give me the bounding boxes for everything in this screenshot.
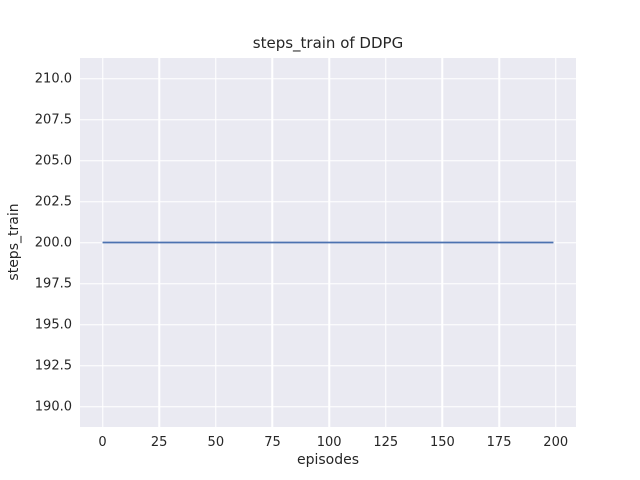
x-tick-label: 200 — [543, 435, 569, 450]
gridline-horizontal — [80, 323, 576, 326]
x-tick-label: 100 — [316, 435, 342, 450]
x-axis-label: episodes — [296, 452, 360, 468]
y-tick-label: 210.0 — [34, 71, 72, 86]
y-tick-label: 190.0 — [34, 399, 72, 414]
y-tick-label: 200.0 — [34, 235, 72, 250]
gridline-horizontal — [80, 405, 576, 408]
y-tick-label: 205.0 — [34, 153, 72, 168]
plot-area — [80, 58, 576, 427]
series-layer — [102, 241, 554, 244]
x-tick-label: 50 — [207, 435, 225, 450]
gridline-horizontal — [80, 364, 576, 367]
gridline-horizontal — [80, 77, 576, 80]
gridline-horizontal — [80, 159, 576, 162]
x-tick-label: 75 — [264, 435, 281, 450]
y-tick-label: 202.5 — [34, 194, 72, 209]
x-tick-label: 125 — [373, 435, 399, 450]
y-tick-label: 197.5 — [34, 276, 72, 291]
chart-title: steps_train of DDPG — [252, 34, 404, 52]
x-tick-label: 175 — [486, 435, 512, 450]
gridline-horizontal — [80, 282, 576, 285]
y-tick-label: 192.5 — [34, 358, 72, 373]
x-tick-label: 150 — [430, 435, 455, 450]
x-tick-label: 25 — [150, 435, 168, 450]
gridline-horizontal — [80, 118, 576, 121]
y-tick-label: 207.5 — [34, 112, 72, 127]
gridline-horizontal — [80, 200, 576, 203]
y-tick-label: 195.0 — [34, 317, 72, 332]
x-tick-label: 0 — [98, 435, 107, 450]
